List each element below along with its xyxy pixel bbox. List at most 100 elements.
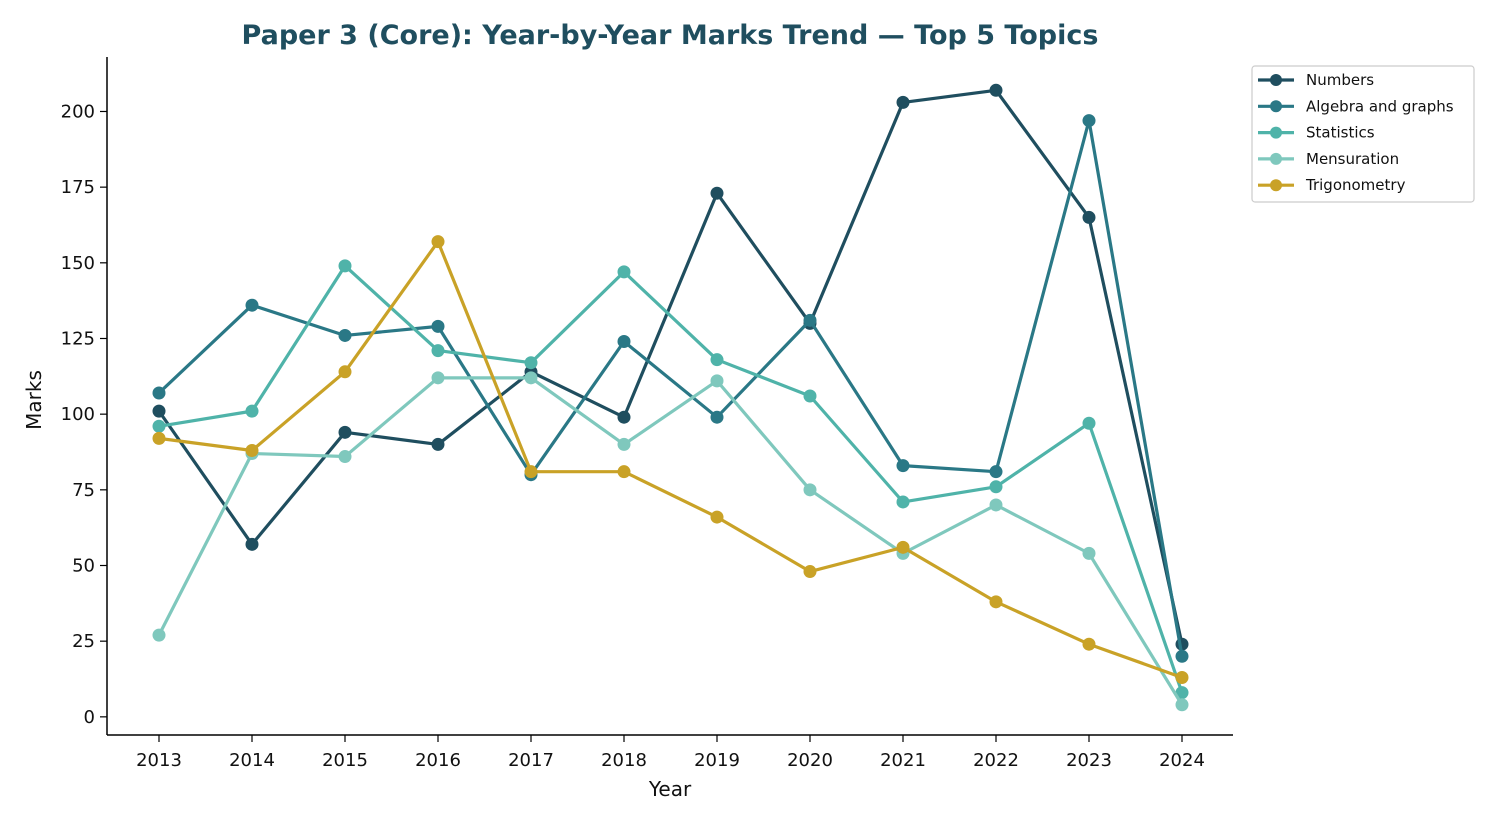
data-point-statistics	[152, 419, 166, 433]
x-tick-label: 2024	[1159, 750, 1205, 771]
data-point-mensuration	[710, 374, 724, 388]
series-line-mensuration	[157, 376, 1184, 707]
y-tick-label: 175	[61, 177, 95, 198]
legend-swatch-marker	[1270, 74, 1282, 86]
x-tick-label: 2020	[787, 750, 833, 771]
x-tick-label: 2021	[880, 750, 926, 771]
legend-label-algebra-and-graphs: Algebra and graphs	[1306, 97, 1454, 115]
data-point-statistics	[896, 495, 910, 509]
data-point-mensuration	[803, 483, 817, 497]
legend-swatch-marker	[1270, 152, 1282, 165]
data-point-trigonometry	[617, 465, 631, 479]
data-point-statistics	[524, 356, 538, 370]
data-point-algebra-and-graphs	[338, 328, 352, 342]
y-tick-label: 25	[72, 631, 95, 652]
x-tick-label: 2022	[973, 750, 1019, 771]
series-line-numbers	[157, 88, 1184, 646]
data-point-mensuration	[617, 437, 631, 451]
data-point-trigonometry	[989, 595, 1003, 609]
data-point-algebra-and-graphs	[803, 313, 817, 327]
x-tick-label: 2017	[508, 750, 554, 771]
data-point-trigonometry	[1082, 637, 1096, 651]
x-tick-label: 2018	[601, 750, 647, 771]
y-tick-label: 150	[61, 253, 95, 274]
x-ticks: 2013 2014 2015 2016 2017 2018 2019 2020 2021 2022…	[136, 735, 1205, 771]
legend: Numbers Algebra and graphs Statistics Mensu…	[1251, 65, 1475, 203]
x-tick-label: 2016	[415, 750, 461, 771]
data-point-algebra-and-graphs	[1082, 114, 1096, 128]
data-point-algebra-and-graphs	[245, 298, 259, 312]
data-point-numbers	[338, 425, 352, 439]
series-line-trigonometry	[157, 240, 1184, 680]
data-point-mensuration	[338, 450, 352, 464]
data-point-mensuration	[524, 371, 538, 385]
data-point-statistics	[617, 265, 631, 279]
x-tick-label: 2014	[229, 750, 275, 771]
x-axis-label: Year	[648, 777, 692, 801]
data-point-algebra-and-graphs	[710, 410, 724, 424]
y-tick-label: 0	[84, 707, 95, 728]
data-point-trigonometry	[896, 540, 910, 554]
series-algebra-and-graphs	[152, 114, 1189, 663]
data-point-trigonometry	[710, 510, 724, 524]
series-numbers	[152, 83, 1189, 651]
data-point-statistics	[803, 389, 817, 403]
y-ticks: 0 25 50 75 100 125 150 175 200	[61, 101, 107, 728]
data-point-numbers	[710, 186, 724, 200]
data-point-trigonometry	[1175, 670, 1189, 684]
axes	[106, 57, 1233, 736]
y-tick-label: 75	[72, 480, 95, 501]
data-point-algebra-and-graphs	[617, 335, 631, 349]
data-point-statistics	[245, 404, 259, 418]
data-point-numbers	[152, 404, 166, 418]
series-line-statistics	[157, 264, 1184, 695]
data-point-numbers	[1082, 210, 1096, 224]
legend-swatch-marker	[1270, 126, 1282, 139]
data-point-mensuration	[152, 628, 166, 642]
data-point-numbers	[245, 537, 259, 551]
series-layer	[152, 83, 1189, 712]
series-trigonometry	[152, 235, 1189, 684]
data-point-mensuration	[1175, 698, 1189, 712]
data-point-numbers	[989, 83, 1003, 97]
data-point-algebra-and-graphs	[152, 386, 166, 400]
data-point-statistics	[338, 259, 352, 273]
data-point-algebra-and-graphs	[896, 459, 910, 473]
data-point-algebra-and-graphs	[989, 465, 1003, 479]
data-point-trigonometry	[524, 465, 538, 479]
data-point-trigonometry	[338, 365, 352, 379]
y-tick-label: 100	[61, 404, 95, 425]
data-point-numbers	[431, 437, 445, 451]
data-point-statistics	[431, 344, 445, 358]
data-point-mensuration	[431, 371, 445, 385]
x-tick-label: 2019	[694, 750, 740, 771]
data-point-trigonometry	[245, 443, 259, 457]
x-tick-label: 2023	[1066, 750, 1112, 771]
legend-label-trigonometry: Trigonometry	[1305, 176, 1406, 194]
x-tick-label: 2015	[322, 750, 368, 771]
legend-label-mensuration: Mensuration	[1306, 150, 1399, 168]
data-point-statistics	[1175, 686, 1189, 700]
data-point-statistics	[710, 353, 724, 367]
legend-label-numbers: Numbers	[1306, 71, 1374, 89]
data-point-numbers	[896, 95, 910, 109]
legend-swatch-marker	[1270, 179, 1282, 192]
y-tick-label: 200	[61, 101, 95, 122]
legend-label-statistics: Statistics	[1306, 124, 1375, 142]
legend-box	[1251, 65, 1475, 203]
data-point-mensuration	[989, 498, 1003, 512]
y-tick-label: 125	[61, 328, 95, 349]
data-point-trigonometry	[152, 431, 166, 445]
chart-title: Paper 3 (Core): Year-by-Year Marks Trend…	[242, 20, 1099, 51]
y-axis-label: Marks	[22, 370, 46, 430]
data-point-statistics	[1082, 416, 1096, 430]
legend-swatch-marker	[1270, 100, 1282, 113]
series-line-algebra-and-graphs	[157, 118, 1184, 658]
x-tick-label: 2013	[136, 750, 182, 771]
data-point-mensuration	[1082, 546, 1096, 560]
data-point-trigonometry	[803, 565, 817, 579]
series-mensuration	[152, 371, 1189, 712]
data-point-algebra-and-graphs	[431, 319, 445, 333]
